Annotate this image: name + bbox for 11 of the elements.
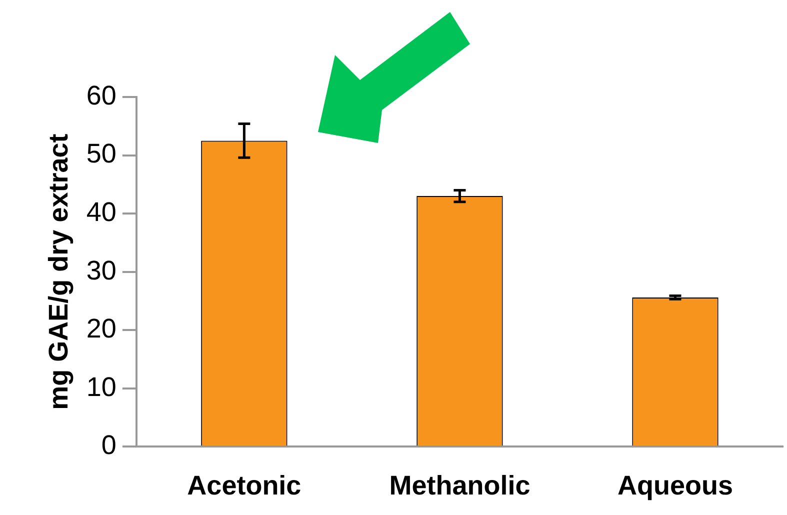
y-tick-label: 20: [86, 314, 116, 344]
x-tick-label: Acetonic: [187, 470, 302, 500]
y-tick-label: 30: [86, 255, 116, 286]
y-tick-label: 0: [101, 430, 116, 460]
y-axis-title: mg GAE/g dry extract: [44, 134, 74, 410]
y-tick-label: 40: [86, 196, 116, 227]
x-tick-label: Aqueous: [617, 470, 733, 500]
y-tick-label: 60: [86, 80, 116, 110]
y-tick-label: 10: [86, 372, 116, 402]
x-tick-label: Methanolic: [389, 470, 530, 500]
y-tick-label: 50: [86, 138, 116, 169]
